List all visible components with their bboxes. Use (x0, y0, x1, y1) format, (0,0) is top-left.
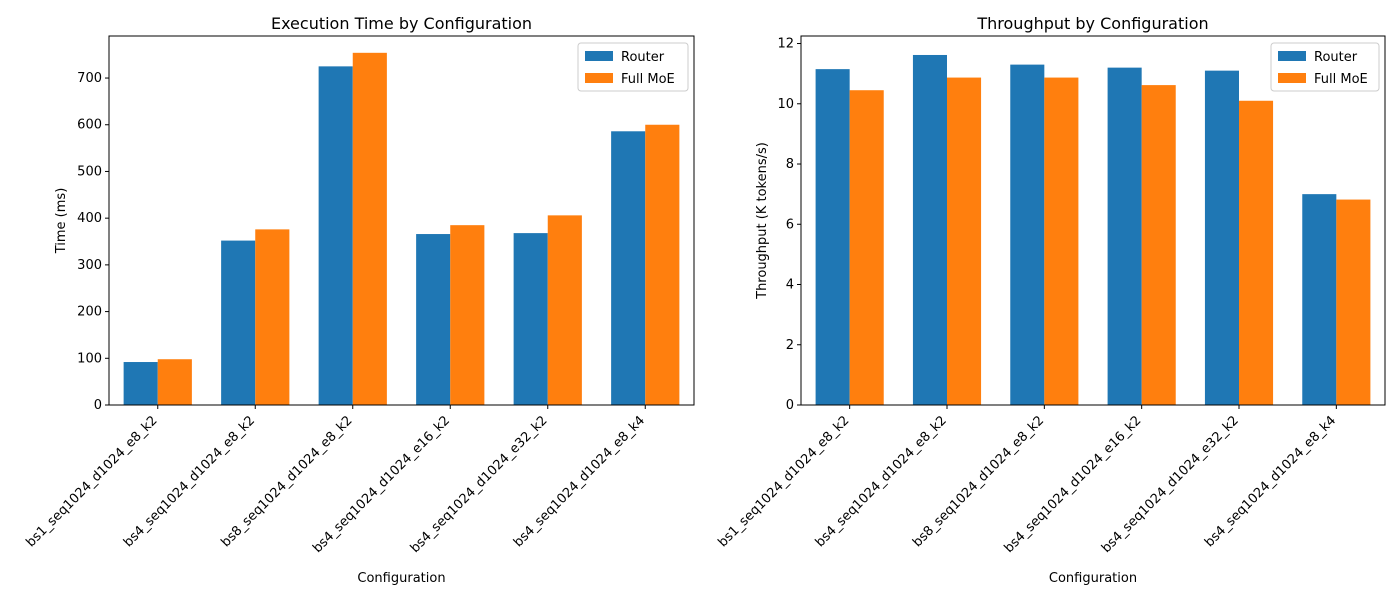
chart-title: Execution Time by Configuration (271, 14, 532, 33)
bar-full-moe-2 (352, 52, 387, 406)
legend-label-full-moe: Full MoE (621, 72, 675, 87)
axes-frame (108, 35, 695, 406)
bar-router-1 (912, 54, 947, 405)
bar-full-moe-4 (1239, 100, 1274, 405)
x-axis-label: Configuration (357, 571, 445, 586)
chart-title: Throughput by Configuration (976, 14, 1208, 33)
bar-full-moe-0 (849, 90, 884, 406)
legend-swatch-full-moe (1278, 73, 1306, 83)
bar-full-moe-1 (255, 229, 290, 405)
axes-frame (800, 35, 1386, 406)
bar-router-1 (221, 240, 256, 405)
bar-full-moe-1 (947, 77, 982, 406)
y-tick-label: 4 (786, 278, 794, 293)
bar-router-2 (1010, 64, 1045, 405)
y-tick-label: 12 (777, 37, 794, 52)
bar-router-3 (1107, 67, 1142, 405)
y-tick-label: 400 (77, 211, 102, 226)
y-tick-label: 0 (94, 398, 102, 413)
bar-full-moe-3 (450, 225, 485, 405)
bar-router-0 (123, 362, 158, 405)
bar-full-moe-5 (1336, 199, 1371, 405)
y-tick-label: 600 (77, 118, 102, 133)
bar-router-2 (318, 66, 353, 406)
bar-router-0 (815, 69, 850, 405)
y-tick-label: 10 (777, 97, 794, 112)
bar-router-5 (611, 131, 646, 405)
bar-router-4 (1204, 70, 1239, 406)
bar-router-5 (1302, 194, 1337, 405)
legend: Router Full MoE (577, 42, 689, 92)
bar-full-moe-0 (157, 359, 192, 405)
legend-swatch-full-moe (585, 73, 613, 83)
bar-router-4 (513, 233, 548, 405)
y-tick-label: 300 (77, 258, 102, 273)
y-tick-label: 700 (77, 71, 102, 86)
y-tick-label: 2 (786, 338, 794, 353)
y-axis-label: Time (ms) (54, 188, 69, 255)
y-tick-label: 100 (77, 351, 102, 366)
y-tick-label: 200 (77, 305, 102, 320)
bar-full-moe-2 (1044, 77, 1079, 406)
legend-label-router: Router (621, 50, 665, 65)
y-tick-label: 8 (786, 157, 794, 172)
y-tick-label: 6 (786, 217, 794, 232)
legend-swatch-router (585, 51, 613, 61)
y-tick-label: 0 (786, 398, 794, 413)
x-axis-label: Configuration (1049, 571, 1137, 586)
bar-full-moe-3 (1141, 85, 1176, 405)
bar-full-moe-5 (645, 124, 680, 406)
legend-label-full-moe: Full MoE (1314, 72, 1368, 87)
execution-time-chart: 0100200300400500600700bs1_seq1024_d1024_… (24, 14, 695, 586)
legend-label-router: Router (1314, 50, 1358, 65)
y-tick-label: 500 (77, 164, 102, 179)
y-axis-label: Throughput (K tokens/s) (755, 142, 770, 300)
bar-full-moe-4 (547, 215, 582, 405)
throughput-chart: 024681012bs1_seq1024_d1024_e8_k2bs4_seq1… (715, 14, 1386, 586)
bar-router-3 (416, 234, 451, 405)
legend-swatch-router (1278, 51, 1306, 61)
legend: Router Full MoE (1270, 42, 1380, 92)
